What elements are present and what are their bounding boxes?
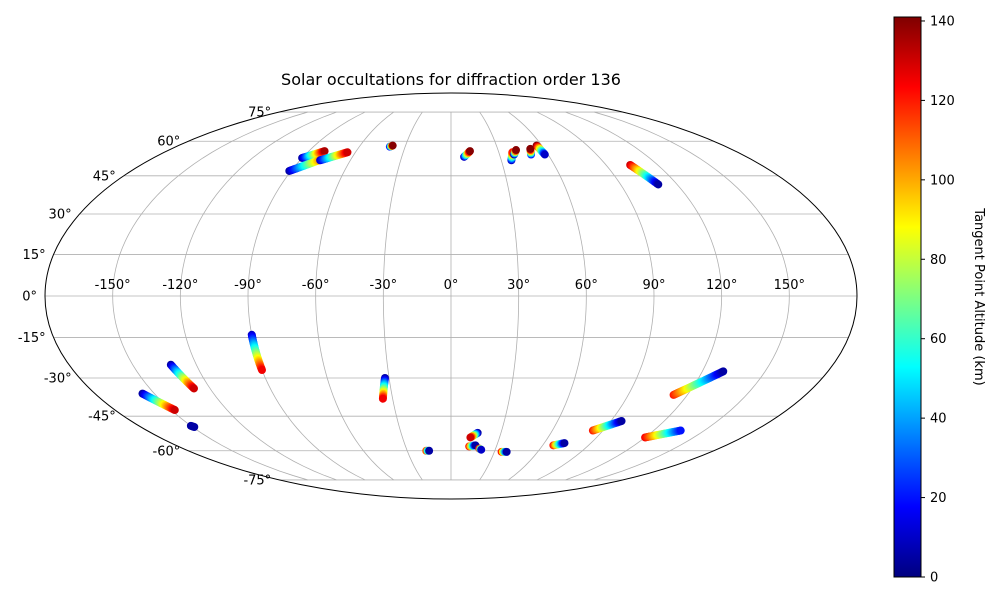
latitude-tick-label: 60° [157, 135, 180, 150]
longitude-tick-label: -30° [369, 278, 397, 293]
occultation-track [510, 146, 521, 159]
colorbar-tick-label: 100 [930, 173, 955, 188]
occultation-track [316, 148, 352, 165]
colorbar-tick-label: 0 [930, 571, 938, 586]
track-point [540, 150, 549, 159]
map: -150° -120° -90° -60° -30° 0° 30° 60° 90° 120° 150… [18, 92, 858, 500]
longitude-gridline [382, 111, 423, 481]
occultation-track [588, 417, 626, 435]
occultation-track [298, 147, 329, 162]
latitude-tick-label: -30° [44, 372, 72, 387]
longitude-tick-labels: -150° -120° -90° -60° -30° 0° 30° 60° 90° 120° 150… [95, 278, 805, 293]
colorbar-tick-label: 60 [930, 332, 947, 347]
colorbar-gradient [893, 16, 922, 578]
longitude-gridline [247, 111, 366, 481]
longitude-gridline [315, 111, 394, 481]
colorbar-tick-label: 20 [930, 491, 947, 506]
latitude-tick-label: -45° [88, 410, 116, 425]
colorbar-tick-label: 140 [930, 14, 955, 29]
colorbar-label: Tangent Point Altitude (km) [971, 207, 986, 385]
longitude-gridline [179, 111, 337, 481]
occultation-track [641, 426, 685, 442]
occultation-track [247, 330, 266, 375]
longitude-gridline [594, 111, 790, 481]
map-outline [44, 92, 858, 500]
colorbar-tick-label: 40 [930, 412, 947, 427]
longitude-tick-label: -150° [95, 278, 131, 293]
colorbar-tick-label: 120 [930, 94, 955, 109]
occultation-track [385, 141, 397, 151]
occultation-track [466, 428, 482, 442]
track-point [425, 446, 434, 455]
track-point [654, 180, 663, 189]
track-point [189, 384, 198, 393]
colorbar-tick-label: 80 [930, 253, 947, 268]
longitude-tick-label: -90° [234, 278, 262, 293]
occultation-track [626, 161, 663, 189]
occultation-track [497, 447, 511, 456]
track-point [526, 144, 535, 153]
longitude-gridline [479, 111, 520, 481]
longitude-tick-label: 30° [507, 278, 530, 293]
occultation-track [465, 441, 480, 451]
latitude-tick-label: 30° [49, 207, 72, 222]
occultation-track [669, 367, 728, 399]
colorbar-ticks: 0 20 40 60 80 100 120 140 [921, 14, 955, 586]
track-point [466, 433, 475, 442]
longitude-tick-label: 90° [642, 278, 665, 293]
latitude-tick-label: 75° [248, 106, 271, 121]
occultation-track [186, 421, 199, 431]
occultation-track [422, 446, 434, 455]
occultation-track [138, 389, 179, 415]
track-point [388, 141, 397, 150]
longitude-tick-label: 150° [774, 278, 805, 293]
occultation-track [526, 144, 536, 159]
longitude-tick-label: 0° [444, 278, 459, 293]
track-point [190, 423, 199, 431]
latitude-tick-label: 15° [23, 248, 46, 263]
latitude-tick-label: -15° [18, 331, 46, 346]
graticule [45, 111, 857, 481]
occultation-track [378, 374, 389, 403]
track-point [719, 367, 728, 376]
latitude-tick-labels: -75° -60° -45° -30° -15° 0° 15° 30° 45° 60° 75° [18, 106, 271, 489]
track-point [512, 146, 521, 155]
latitude-tick-label: -60° [153, 444, 181, 459]
track-point [676, 426, 685, 435]
occultation-track [460, 147, 474, 161]
occultation-tracks [138, 141, 728, 456]
track-point [378, 394, 387, 403]
longitude-gridline [508, 111, 587, 481]
latitude-tick-label: -75° [243, 473, 271, 488]
occultation-track [166, 360, 198, 393]
track-point [343, 148, 352, 157]
colorbar: 0 20 40 60 80 100 120 140 Tangent Point Altitud… [893, 14, 986, 586]
occultation-track [532, 141, 549, 159]
occultation-track [549, 439, 569, 450]
track-point [320, 147, 329, 156]
longitude-tick-label: -120° [162, 278, 198, 293]
occultation-track [475, 444, 486, 454]
longitude-gridline [565, 111, 723, 481]
track-point [502, 447, 511, 456]
track-point [477, 445, 486, 454]
chart-title: Solar occultations for diffraction order… [281, 70, 621, 89]
longitude-tick-label: 60° [575, 278, 598, 293]
latitude-tick-label: 0° [22, 290, 37, 305]
longitude-tick-label: 120° [706, 278, 737, 293]
track-point [465, 147, 474, 156]
longitude-tick-label: -60° [302, 278, 330, 293]
track-point [257, 366, 266, 375]
latitude-tick-label: 45° [93, 169, 116, 184]
track-point [560, 439, 569, 448]
track-point [617, 417, 626, 426]
track-point [170, 406, 179, 415]
